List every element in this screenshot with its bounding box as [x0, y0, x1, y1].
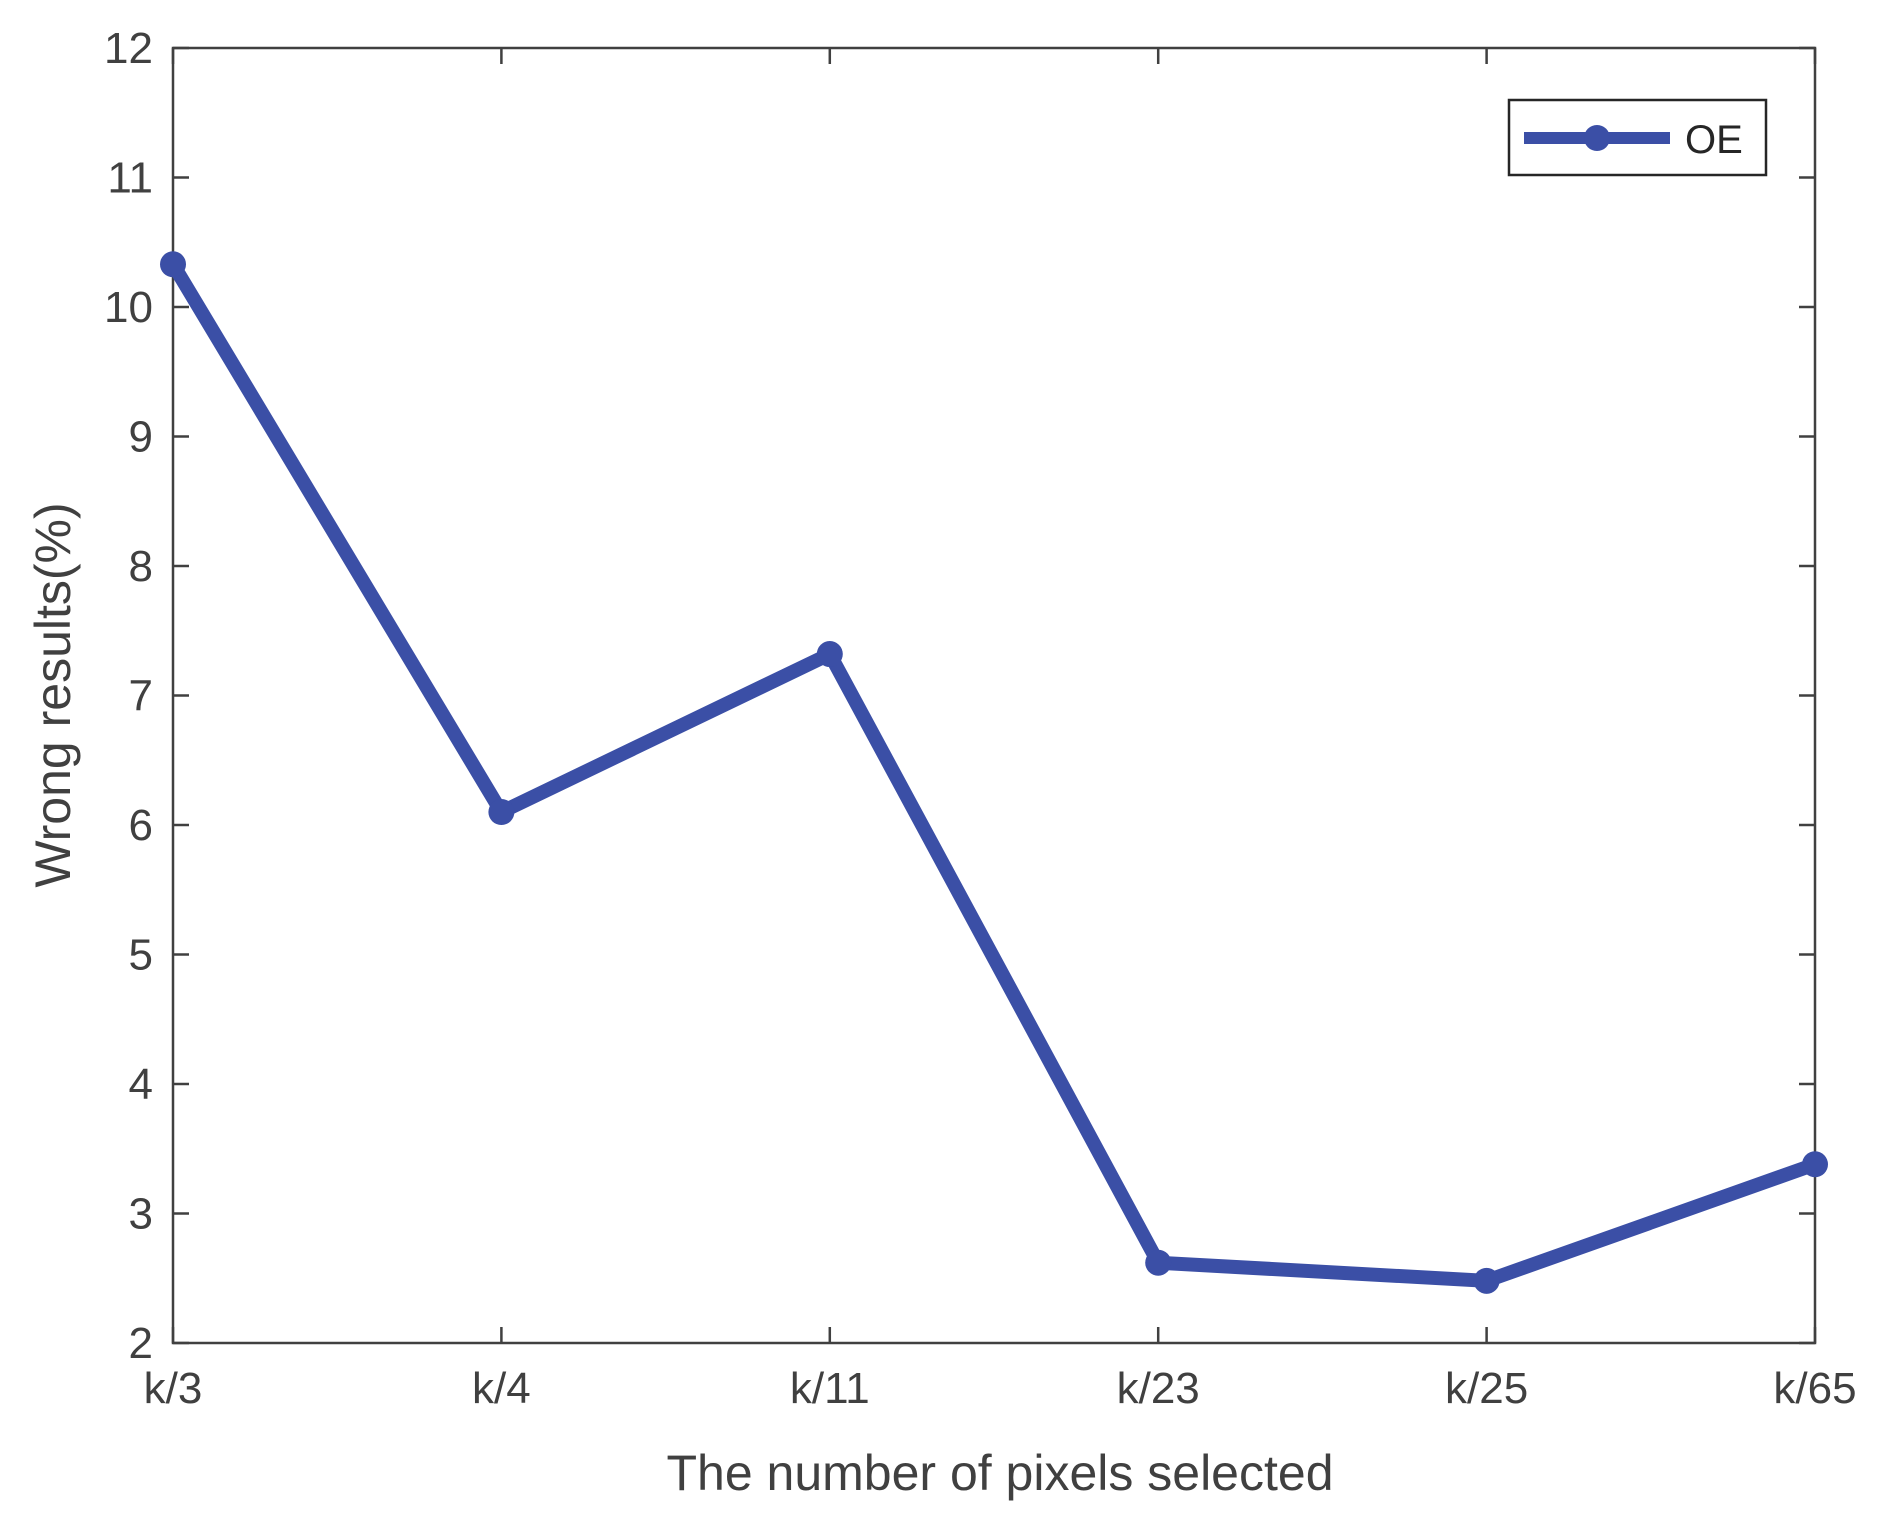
data-point — [1145, 1249, 1172, 1276]
data-point — [488, 799, 515, 826]
series-line-oe — [166, 260, 1818, 1288]
y-tick-label: 12 — [104, 24, 153, 73]
data-point — [816, 641, 843, 668]
x-tick-label: k/65 — [1773, 1364, 1856, 1413]
x-tick-label: k/4 — [472, 1364, 531, 1413]
x-tick-label: k/11 — [790, 1364, 870, 1413]
y-tick-label: 11 — [107, 154, 153, 203]
y-tick-label: 3 — [129, 1190, 153, 1239]
x-tick-label: k/25 — [1445, 1364, 1528, 1413]
y-tick-label: 5 — [129, 931, 153, 980]
y-tick-label: 2 — [129, 1319, 153, 1368]
series-layer — [160, 251, 1828, 1294]
y-tick-label: 10 — [104, 283, 153, 332]
y-axis-title: Wrong results(%) — [25, 502, 81, 887]
plot-frame — [171, 46, 1817, 1345]
y-tick-label: 6 — [129, 801, 153, 850]
legend-series-marker — [1584, 125, 1610, 151]
legend-series-label: OE — [1685, 118, 1743, 162]
axes: 2 3 4 5 6 7 8 9 10 11 12 k/3 k/4 k/11 k/23 k/25 k/65 — [104, 24, 1857, 1413]
legend: OE — [1507, 98, 1768, 177]
data-point — [160, 251, 186, 278]
y-tick-label: 4 — [129, 1060, 153, 1109]
y-tick-label: 7 — [129, 672, 153, 721]
x-tick-label: k/23 — [1117, 1364, 1200, 1413]
data-point — [1473, 1267, 1500, 1294]
y-tick-label: 8 — [129, 542, 153, 591]
y-tick-label: 9 — [129, 413, 153, 462]
data-point — [1802, 1151, 1828, 1178]
x-axis-title: The number of pixels selected — [666, 1445, 1333, 1501]
x-tick-label: k/3 — [144, 1364, 203, 1413]
